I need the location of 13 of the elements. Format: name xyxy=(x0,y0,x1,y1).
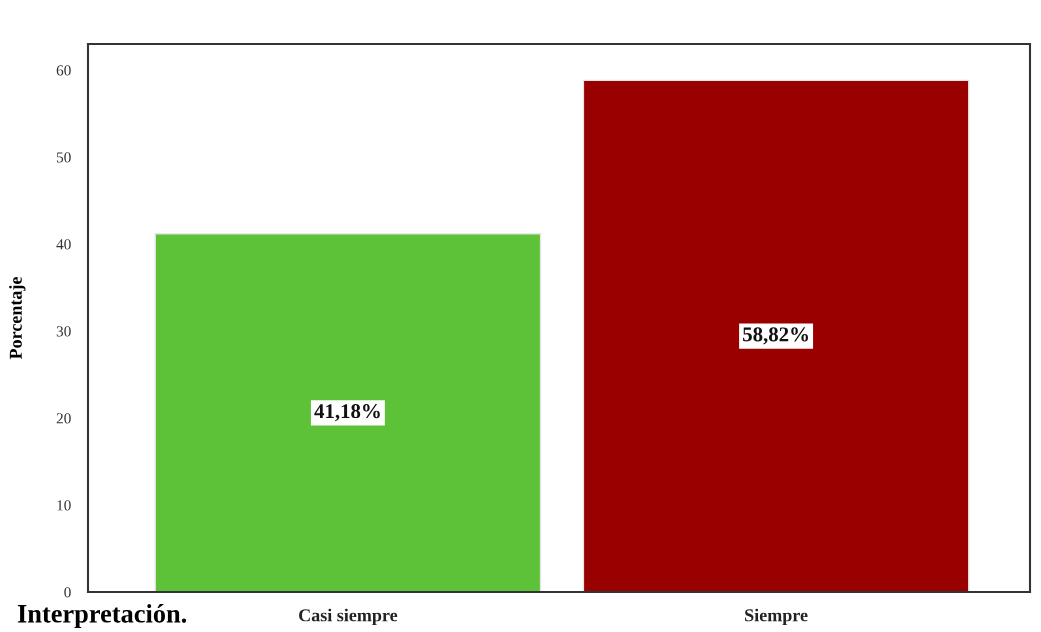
y-tick-label: 40 xyxy=(56,239,71,250)
x-tick-label: Siempre xyxy=(745,608,808,626)
y-tick-label: 50 xyxy=(56,152,71,163)
y-tick-label: 20 xyxy=(56,413,71,424)
y-tick-label: 30 xyxy=(56,326,71,337)
data-label: 41,18% xyxy=(314,404,380,422)
y-tick-label: 60 xyxy=(56,65,71,76)
y-tick-label: 10 xyxy=(57,500,71,511)
y-tick-label: 0 xyxy=(64,587,71,598)
text: Interpretación. xyxy=(17,604,187,628)
x-tick-label: Casi siempre xyxy=(299,608,398,626)
y-axis-title: Porcentaje xyxy=(9,277,26,360)
data-label: 58,82% xyxy=(743,327,808,345)
